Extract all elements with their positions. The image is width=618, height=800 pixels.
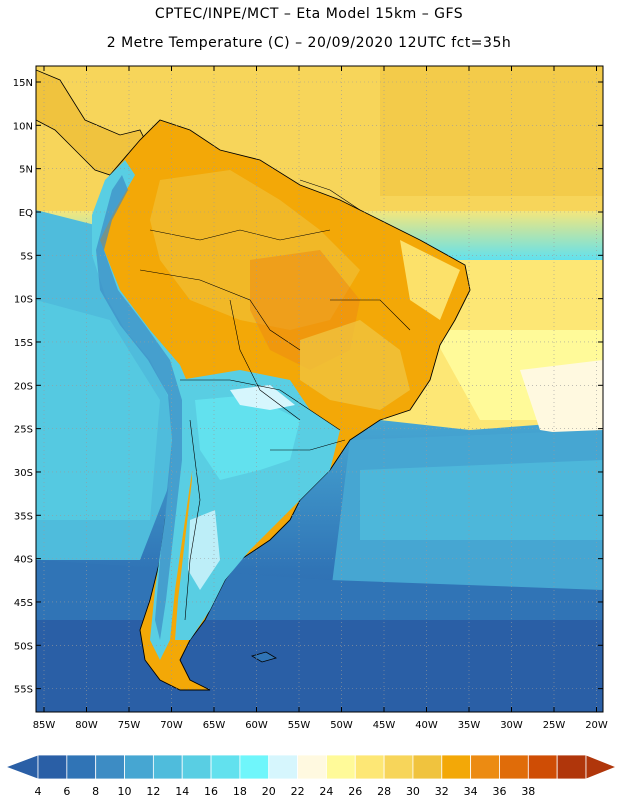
colorbar-tick-label: 18 xyxy=(233,785,247,798)
lon-label: 85W xyxy=(33,720,56,731)
colorbar-tick-label: 8 xyxy=(92,785,99,798)
map-frame xyxy=(35,65,604,713)
lon-label: 50W xyxy=(330,720,353,731)
colorbar-bin xyxy=(268,754,298,780)
colorbar-tick-label: 20 xyxy=(262,785,276,798)
andes-high-strip xyxy=(96,175,182,640)
lon-label: 25W xyxy=(543,720,566,731)
lat-label: 35S xyxy=(14,511,33,522)
colorbar xyxy=(4,754,618,780)
colorbar-tick-label: 12 xyxy=(146,785,160,798)
colorbar-tick-label: 30 xyxy=(406,785,420,798)
lat-label: 55S xyxy=(14,685,33,696)
colorbar-bin xyxy=(326,754,356,780)
colorbar-tick-label: 22 xyxy=(291,785,305,798)
chart-title: CPTEC/INPE/MCT – Eta Model 15km – GFS xyxy=(154,6,464,22)
colorbar-bin xyxy=(527,754,558,780)
lon-label: 60W xyxy=(245,720,268,731)
axis-ticks xyxy=(36,66,603,712)
colorbar-bin xyxy=(470,754,500,780)
lon-label: 70W xyxy=(160,720,183,731)
longitude-axis: 85W 80W 75W 70W 65W 60W 55W 50W 45W 40W 35W 30W 25W 2… xyxy=(33,720,608,731)
colorbar-tick-label: 10 xyxy=(118,785,132,798)
lon-label: 80W xyxy=(75,720,98,731)
lat-label: 5S xyxy=(20,251,33,262)
lon-label: 35W xyxy=(458,720,481,731)
lat-label: EQ xyxy=(19,208,33,219)
lon-label: 75W xyxy=(118,720,141,731)
colorbar-bin xyxy=(181,754,212,780)
northeast-brazil-zone xyxy=(400,240,460,320)
lon-label: 20W xyxy=(585,720,608,731)
country-borders xyxy=(139,179,411,621)
colorbar-bin xyxy=(95,754,125,780)
lat-label: 10S xyxy=(14,295,33,306)
lat-label: 15N xyxy=(13,78,33,89)
colorbar-bin xyxy=(37,754,68,780)
colorbar-bin xyxy=(297,754,327,780)
colorbar-tick-label: 38 xyxy=(521,785,535,798)
lat-label: 25S xyxy=(14,425,33,436)
lat-label: 10N xyxy=(13,121,33,132)
colorbar-low-arrow xyxy=(4,754,39,780)
lon-label: 30W xyxy=(500,720,523,731)
falklands xyxy=(251,651,277,663)
colorbar-tick-label: 34 xyxy=(464,785,478,798)
colorbar-tick-label: 6 xyxy=(63,785,70,798)
lon-label: 40W xyxy=(415,720,438,731)
north-atlantic-band xyxy=(380,66,603,196)
colorbar-bin xyxy=(152,754,183,780)
colorbar-bin xyxy=(556,754,587,780)
south-atlantic-pale xyxy=(520,360,603,440)
colorbar-bin xyxy=(210,754,241,780)
lat-label: 50S xyxy=(14,641,33,652)
colorbar-bin xyxy=(124,754,154,780)
map-field xyxy=(36,66,603,712)
colorbar-bin xyxy=(66,754,97,780)
lon-label: 65W xyxy=(203,720,226,731)
colorbar-bin xyxy=(239,754,270,780)
colorbar-bin xyxy=(499,754,529,780)
pampas-zone xyxy=(195,395,300,480)
colorbar-tick-label: 36 xyxy=(492,785,506,798)
colorbar-bin xyxy=(354,754,385,780)
colorbar-high-arrow xyxy=(585,754,618,780)
colorbar-tick-label: 26 xyxy=(348,785,362,798)
lat-label: 45S xyxy=(14,598,33,609)
colorbar-bin xyxy=(412,754,443,780)
colorbar-tick-label: 4 xyxy=(35,785,42,798)
colorbar-tick-label: 16 xyxy=(204,785,218,798)
colorbar-tick-label: 32 xyxy=(435,785,449,798)
colorbar-labels: 4 6 8 10 12 14 16 18 20 22 24 26 28 30 32 34 36 38 xyxy=(35,785,536,798)
lat-label: 20S xyxy=(14,381,33,392)
colorbar-bin xyxy=(383,754,414,780)
lat-label: 40S xyxy=(14,555,33,566)
southeast-brazil-zone xyxy=(300,320,410,410)
lon-label: 55W xyxy=(288,720,311,731)
lon-label: 45W xyxy=(373,720,396,731)
south-atlantic-cool2 xyxy=(360,460,603,540)
patagonia-pale-zone xyxy=(188,510,220,590)
lat-label: 30S xyxy=(14,468,33,479)
colorbar-tick-label: 14 xyxy=(175,785,189,798)
graticule xyxy=(36,66,603,712)
colorbar-bin xyxy=(441,754,472,780)
latitude-axis: 15N 10N 5N EQ 5S 10S 15S 20S 25S 30S 35S 40S 45S 50S 5… xyxy=(13,78,33,696)
colorbar-tick-label: 24 xyxy=(319,785,333,798)
chart-subtitle: 2 Metre Temperature (C) – 20/09/2020 12U… xyxy=(106,35,512,51)
colorbar-tick-label: 28 xyxy=(377,785,391,798)
lat-label: 15S xyxy=(14,338,33,349)
lat-label: 5N xyxy=(19,165,33,176)
